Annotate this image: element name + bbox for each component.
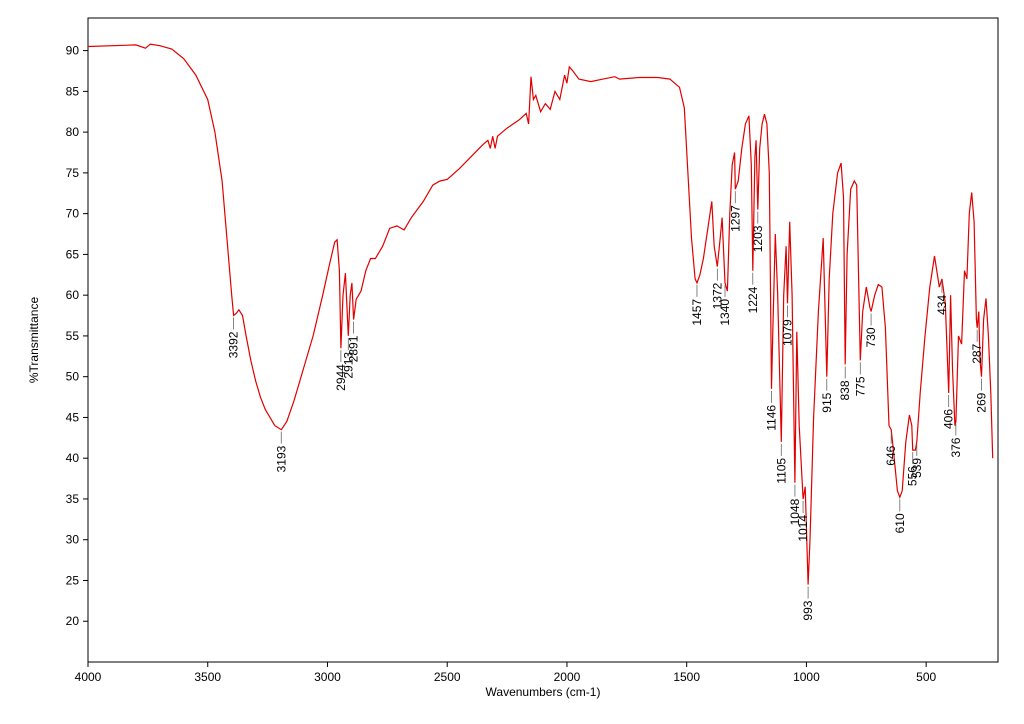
spectrum-line xyxy=(88,43,994,585)
plot-frame xyxy=(87,17,999,663)
x-tick-label: 500 xyxy=(916,670,936,684)
y-tick-label: 40 xyxy=(66,451,80,465)
peak-label: 434 xyxy=(935,295,949,315)
peak-label: 2913 xyxy=(341,352,355,379)
y-tick-label: 45 xyxy=(66,410,80,424)
peak-label: 646 xyxy=(884,445,898,465)
peak-label: 3392 xyxy=(227,331,241,358)
peak-label: 1340 xyxy=(718,299,732,326)
peak-label: 1457 xyxy=(690,299,704,326)
x-tick-label: 1000 xyxy=(793,670,820,684)
peak-label: 287 xyxy=(970,343,984,363)
peak-label: 610 xyxy=(893,513,907,533)
peak-label: 1372 xyxy=(710,282,724,309)
x-tick-label: 4000 xyxy=(75,670,102,684)
peak-label: 838 xyxy=(838,380,852,400)
y-tick-label: 55 xyxy=(66,329,80,343)
peak-label: 993 xyxy=(801,600,815,620)
peak-label: 1048 xyxy=(788,498,802,525)
peak-label: 2944 xyxy=(334,364,348,391)
x-tick-label: 2500 xyxy=(434,670,461,684)
y-tick-label: 85 xyxy=(66,84,80,98)
y-tick-label: 35 xyxy=(66,492,80,506)
x-tick-label: 3000 xyxy=(314,670,341,684)
y-tick-label: 80 xyxy=(66,125,80,139)
peak-label: 1297 xyxy=(728,205,742,232)
peak-label: 1203 xyxy=(751,225,765,252)
y-tick-label: 25 xyxy=(66,573,80,587)
y-tick-label: 50 xyxy=(66,370,80,384)
y-tick-label: 75 xyxy=(66,166,80,180)
y-tick-label: 30 xyxy=(66,533,80,547)
peak-label: 3193 xyxy=(274,445,288,472)
peak-label: 775 xyxy=(853,376,867,396)
y-tick-label: 65 xyxy=(66,247,80,261)
peak-label: 1014 xyxy=(796,515,810,542)
peak-label: 1105 xyxy=(774,458,788,484)
peak-label: 376 xyxy=(949,437,963,457)
y-tick-label: 20 xyxy=(66,614,80,628)
peak-label: 406 xyxy=(942,409,956,429)
x-tick-label: 3500 xyxy=(194,670,221,684)
y-tick-label: 70 xyxy=(66,207,80,221)
y-axis-title: %Transmittance xyxy=(27,297,41,384)
peak-label: 2891 xyxy=(347,335,361,362)
peak-label: 539 xyxy=(910,458,924,478)
x-axis-title: Wavenumbers (cm-1) xyxy=(486,685,601,699)
peak-label: 915 xyxy=(820,392,834,412)
peak-label: 1079 xyxy=(781,319,795,346)
peak-label: 269 xyxy=(974,392,988,412)
peak-label: 1224 xyxy=(746,286,760,313)
y-tick-label: 90 xyxy=(66,44,80,58)
peak-label: 1146 xyxy=(764,405,778,431)
x-tick-label: 2000 xyxy=(554,670,581,684)
peak-label: 556 xyxy=(906,466,920,486)
y-tick-label: 60 xyxy=(66,288,80,302)
x-tick-label: 1500 xyxy=(673,670,700,684)
peak-label: 730 xyxy=(864,327,878,347)
